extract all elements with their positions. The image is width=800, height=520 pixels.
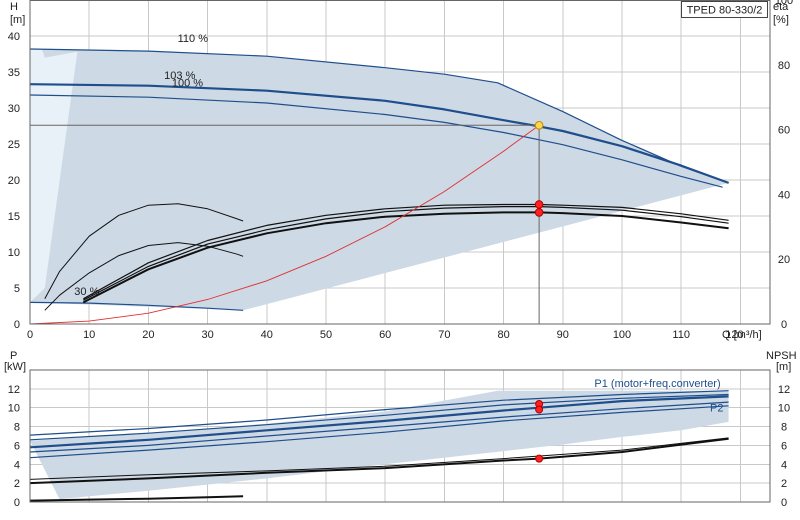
x-tick-label: 0 [27,329,33,341]
curve-3 [29,401,729,453]
y2-axis-label: eta [773,1,789,13]
y-tick-label: 15 [8,211,20,223]
y2-tick-label: 100 [775,0,793,7]
y2-axis-label: NPSH [766,350,797,362]
y2-axis-unit: [m] [776,361,791,373]
power-npsh-plot: P1 (motor+freq.converter) P2 0 2 4 6 8 10 12 0 2 4 6… [4,350,797,509]
duty-point [534,120,544,130]
x-tick-label: 100 [613,329,631,341]
x-tick-label: 50 [320,329,332,341]
curve-0 [29,48,729,184]
duty-point [535,454,544,463]
head-efficiency-plot: 110 %103 %100 %30 %051015202530354002040… [8,0,793,341]
operating-range-area [30,49,729,311]
curve-7 [83,206,729,301]
y2-tick-label: 12 [778,384,790,396]
y-tick-label: 0 [14,497,20,509]
y-tick-label: 0 [14,319,20,331]
curve-0 [29,390,729,436]
curve-label: 100 % [172,77,203,89]
duty-point [534,208,544,217]
y2-tick-label: 60 [778,125,790,137]
y-tick-label: 8 [14,422,20,434]
y-tick-label: 2 [14,478,20,490]
x-tick-label: 80 [497,329,509,341]
duty-point [535,405,544,414]
plot-frame [29,0,771,325]
curve-label: 103 % [164,70,195,82]
curve-label: P1 (motor+freq.converter) [594,378,720,390]
y2-tick-label: 10 [778,403,790,415]
curve-6 [29,437,729,480]
y-tick-label: 35 [8,67,20,79]
plot-frame [29,369,771,503]
curve-label: 110 % [178,33,209,45]
curve-label: P2 [710,402,723,414]
x-tick-label: 20 [142,329,154,341]
y2-tick-label: 8 [781,422,787,434]
duty-point [534,200,544,209]
x-tick-label: 60 [379,329,391,341]
y2-tick-label: 80 [778,60,790,72]
y2-tick-label: 0 [781,497,787,509]
y-tick-label: 10 [8,247,20,259]
curve-5 [29,437,729,485]
y-tick-label: 5 [14,283,20,295]
y-tick-label: 20 [8,175,20,187]
y-tick-label: 10 [8,403,20,415]
y2-tick-label: 2 [781,478,787,490]
y-tick-label: 25 [8,139,20,151]
y-tick-label: 30 [8,103,20,115]
y2-tick-label: 40 [778,189,790,201]
x-tick-label: 90 [557,329,569,341]
y-axis-label: H [10,1,18,13]
y-tick-label: 12 [8,384,20,396]
x-tick-label: 110 [672,329,690,341]
y-tick-label: 6 [14,440,20,452]
title-box [681,1,768,18]
y2-tick-label: 0 [781,319,787,331]
x-tick-label: 70 [438,329,450,341]
curve-1 [29,393,729,441]
y-axis-unit: [m] [10,14,25,26]
curve-8 [82,211,729,304]
curve-5 [44,242,244,311]
y2-tick-label: 6 [781,440,787,452]
curve-2 [29,94,723,188]
y-axis-unit: [kW] [4,361,26,373]
curve-3 [29,301,244,311]
y-axis-label: P [10,350,17,362]
y-tick-label: 4 [14,459,20,471]
chart-title: TPED 80-330/2 [687,5,763,17]
operating-range-light-area [30,49,78,303]
curve-2 [29,395,729,449]
y2-tick-label: 20 [778,254,790,266]
y2-axis-unit: [%] [773,14,789,26]
x-tick-label: 30 [201,329,213,341]
y-tick-label: 40 [8,31,20,43]
x-tick-label: 10 [83,329,95,341]
curve-4 [29,405,729,459]
curve-4 [44,203,244,300]
system-curve [29,124,540,325]
curve-7 [29,495,244,502]
x-tick-label: 40 [261,329,273,341]
y2-tick-label: 4 [781,459,787,471]
curve-1 [29,83,729,184]
x-axis-label: Q [m³/h] [722,329,762,341]
curve-6 [83,203,729,300]
x-tick-label: 120 [725,329,743,341]
